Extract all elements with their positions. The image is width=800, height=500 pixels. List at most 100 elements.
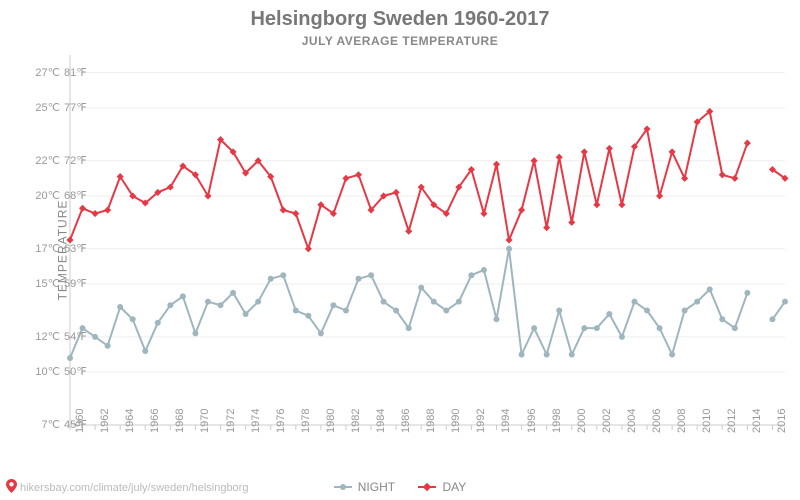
marker-night [393, 307, 399, 313]
marker-night [381, 299, 387, 305]
x-tick-year: 1990 [450, 409, 462, 433]
marker-night [130, 316, 136, 322]
marker-day [656, 192, 663, 199]
marker-day [531, 157, 538, 164]
marker-night [356, 276, 362, 282]
marker-day [568, 219, 575, 226]
y-tick-celsius: 15℃ [30, 277, 60, 290]
x-tick-year: 2014 [751, 409, 763, 433]
marker-night [330, 302, 336, 308]
y-tick-celsius: 25℃ [30, 101, 60, 114]
marker-night [155, 320, 161, 326]
marker-day [744, 140, 751, 147]
marker-night [631, 299, 637, 305]
footer-text: hikersbay.com/climate/july/sweden/helsin… [20, 482, 248, 494]
x-tick-year: 1994 [500, 409, 512, 433]
x-tick-year: 2016 [776, 409, 788, 433]
temperature-chart: Helsingborg Sweden 1960-2017 JULY AVERAG… [0, 0, 800, 500]
chart-title: Helsingborg Sweden 1960-2017 [0, 8, 800, 31]
plot-svg [70, 55, 785, 425]
marker-night [167, 302, 173, 308]
marker-night [192, 330, 198, 336]
marker-day [556, 154, 563, 161]
marker-night [619, 334, 625, 340]
marker-night [782, 299, 788, 305]
marker-night [493, 316, 499, 322]
marker-night [769, 316, 775, 322]
legend-label-day: DAY [442, 480, 466, 494]
y-tick-fahrenheit: 50℉ [64, 365, 94, 378]
marker-day [292, 210, 299, 217]
x-tick-year: 1968 [174, 409, 186, 433]
marker-day [618, 201, 625, 208]
y-tick-fahrenheit: 81℉ [64, 66, 94, 79]
marker-night [581, 325, 587, 331]
legend-swatch-night [334, 486, 352, 488]
x-tick-year: 1988 [425, 409, 437, 433]
pin-icon [6, 479, 17, 496]
y-tick-celsius: 27℃ [30, 66, 60, 79]
marker-night [105, 343, 111, 349]
marker-day [681, 175, 688, 182]
x-tick-year: 1974 [250, 409, 262, 433]
marker-night [682, 307, 688, 313]
marker-night [744, 290, 750, 296]
y-tick-fahrenheit: 54℉ [64, 330, 94, 343]
marker-day [669, 148, 676, 155]
marker-night [368, 272, 374, 278]
marker-night [456, 299, 462, 305]
marker-night [255, 299, 261, 305]
marker-night [418, 285, 424, 291]
marker-night [644, 307, 650, 313]
marker-day [518, 207, 525, 214]
marker-night [318, 330, 324, 336]
marker-day [493, 161, 500, 168]
marker-day [505, 236, 512, 243]
x-tick-year: 1970 [199, 409, 211, 433]
x-tick-year: 1998 [551, 409, 563, 433]
y-tick-fahrenheit: 63℉ [64, 242, 94, 255]
marker-night [694, 299, 700, 305]
marker-night [205, 299, 211, 305]
y-tick-fahrenheit: 77℉ [64, 101, 94, 114]
x-tick-year: 1966 [149, 409, 161, 433]
y-tick-fahrenheit: 68℉ [64, 189, 94, 202]
marker-night [305, 313, 311, 319]
marker-night [732, 325, 738, 331]
y-tick-celsius: 7℃ [30, 418, 60, 431]
marker-night [243, 311, 249, 317]
marker-day [280, 207, 287, 214]
x-tick-year: 2006 [651, 409, 663, 433]
marker-night [117, 304, 123, 310]
marker-night [707, 286, 713, 292]
marker-day [342, 175, 349, 182]
marker-night [606, 311, 612, 317]
chart-subtitle: JULY AVERAGE TEMPERATURE [0, 34, 800, 48]
x-tick-year: 2010 [701, 409, 713, 433]
marker-night [218, 302, 224, 308]
x-tick-year: 1964 [124, 409, 136, 433]
x-tick-year: 2004 [626, 409, 638, 433]
y-tick-celsius: 20℃ [30, 189, 60, 202]
marker-night [67, 355, 73, 361]
marker-night [519, 352, 525, 358]
legend-swatch-day [418, 486, 436, 488]
legend-item-day: DAY [418, 480, 466, 494]
marker-night [481, 267, 487, 273]
marker-night [556, 307, 562, 313]
marker-day [543, 224, 550, 231]
marker-night [343, 307, 349, 313]
marker-day [92, 210, 99, 217]
x-tick-year: 2008 [676, 409, 688, 433]
x-tick-year: 1996 [526, 409, 538, 433]
legend-label-night: NIGHT [358, 480, 395, 494]
marker-night [594, 325, 600, 331]
series-line-day [70, 111, 785, 248]
x-tick-year: 1992 [475, 409, 487, 433]
marker-night [669, 352, 675, 358]
marker-day [305, 245, 312, 252]
x-tick-year: 1960 [74, 409, 86, 433]
marker-night [180, 293, 186, 299]
marker-day [104, 207, 111, 214]
marker-night [268, 276, 274, 282]
